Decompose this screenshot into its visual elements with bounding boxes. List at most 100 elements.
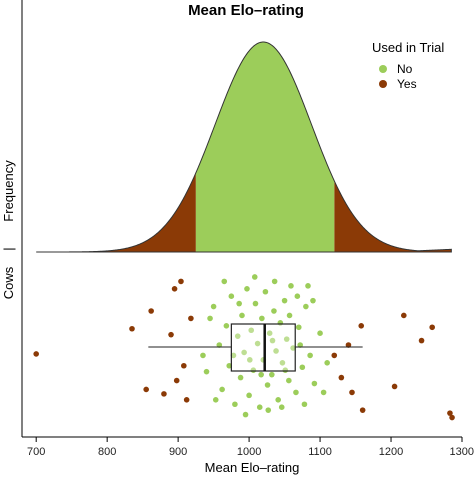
point-no (244, 286, 250, 292)
legend-yes-label: Yes (397, 77, 417, 91)
y-axis-labels: Frequency | Cows (1, 160, 16, 299)
point-no (200, 352, 206, 359)
density-yes-left (36, 172, 196, 252)
point-yes (148, 308, 154, 314)
point-no (216, 342, 223, 348)
point-no (317, 330, 323, 337)
plot-frame (21, 0, 462, 438)
point-no (234, 333, 241, 339)
point-no (212, 397, 219, 403)
point-no (299, 364, 306, 371)
point-yes (129, 325, 135, 332)
point-no (264, 382, 271, 388)
x-tick-label: 900 (169, 446, 187, 458)
y-label-separator: | (1, 247, 16, 250)
density-yes-right (334, 180, 452, 252)
legend-no-marker (379, 65, 387, 73)
point-no (303, 303, 309, 310)
point-yes (418, 337, 425, 344)
point-no (259, 315, 265, 322)
point-no (265, 407, 272, 413)
point-no (223, 323, 230, 329)
point-yes (345, 342, 352, 348)
point-no (236, 300, 242, 307)
box-iqr (230, 323, 296, 372)
point-no (254, 340, 261, 347)
x-tick-label: 700 (27, 446, 45, 458)
point-no (288, 283, 294, 289)
point-yes (349, 389, 355, 396)
point-no (273, 348, 279, 354)
point-yes (331, 352, 338, 359)
x-tick-label: 800 (98, 446, 116, 458)
point-no (256, 404, 263, 411)
density-outline (36, 41, 452, 253)
x-tick-label: 1000 (237, 446, 261, 458)
point-no (269, 371, 275, 378)
boxplot (148, 323, 363, 372)
point-no (239, 312, 245, 319)
point-no (294, 293, 301, 300)
point-no (203, 368, 210, 375)
point-yes (429, 324, 435, 331)
point-yes (178, 278, 184, 285)
point-no (228, 293, 235, 300)
x-tick-label: 1100 (308, 446, 332, 458)
y-label-frequency: Frequency (1, 160, 16, 222)
point-yes (168, 331, 174, 338)
point-no (210, 303, 217, 310)
point-yes (449, 414, 455, 421)
point-no (250, 367, 257, 374)
point-no (242, 411, 249, 418)
x-tick-label: 1200 (379, 446, 403, 458)
point-no (282, 367, 289, 374)
legend-title: Used in Trial (372, 40, 444, 55)
point-no (246, 392, 252, 399)
point-no (221, 278, 228, 285)
point-no (271, 278, 278, 285)
point-no (275, 397, 281, 403)
point-no (269, 337, 276, 344)
point-no (279, 360, 286, 366)
point-no (247, 357, 253, 363)
point-no (207, 315, 213, 322)
legend: Used in Trial No Yes (372, 40, 444, 91)
point-no (286, 377, 292, 384)
point-no (278, 404, 285, 411)
point-no (266, 330, 273, 337)
point-yes (33, 351, 39, 357)
point-yes (173, 377, 180, 384)
point-yes (447, 410, 453, 416)
point-yes (401, 312, 407, 319)
point-no (283, 336, 290, 342)
point-no (252, 300, 259, 307)
point-no (311, 380, 318, 387)
point-no (248, 327, 255, 334)
y-label-cows: Cows (1, 266, 16, 299)
point-no (251, 274, 258, 280)
x-axis-label: Mean Elo–rating (205, 460, 300, 475)
point-no (271, 308, 277, 314)
legend-yes-marker (379, 80, 387, 88)
point-no (258, 371, 264, 378)
point-yes (188, 315, 194, 322)
density-no-middle (195, 42, 335, 252)
point-no (320, 389, 327, 396)
point-no (295, 324, 302, 331)
point-yes (161, 391, 167, 397)
point-yes (143, 386, 149, 393)
point-no (290, 345, 296, 351)
chart-title: Mean Elo–rating (188, 2, 304, 19)
point-no (324, 360, 330, 366)
point-yes (359, 407, 366, 413)
point-no (281, 297, 288, 304)
point-no (307, 352, 313, 359)
point-no (305, 283, 311, 289)
point-yes (338, 374, 345, 381)
x-axis: 700 800 900 1000 1100 1200 1300 (27, 437, 474, 458)
point-no (293, 389, 299, 396)
point-no (226, 362, 233, 369)
x-tick-label: 1300 (450, 446, 474, 458)
point-no (230, 352, 237, 359)
